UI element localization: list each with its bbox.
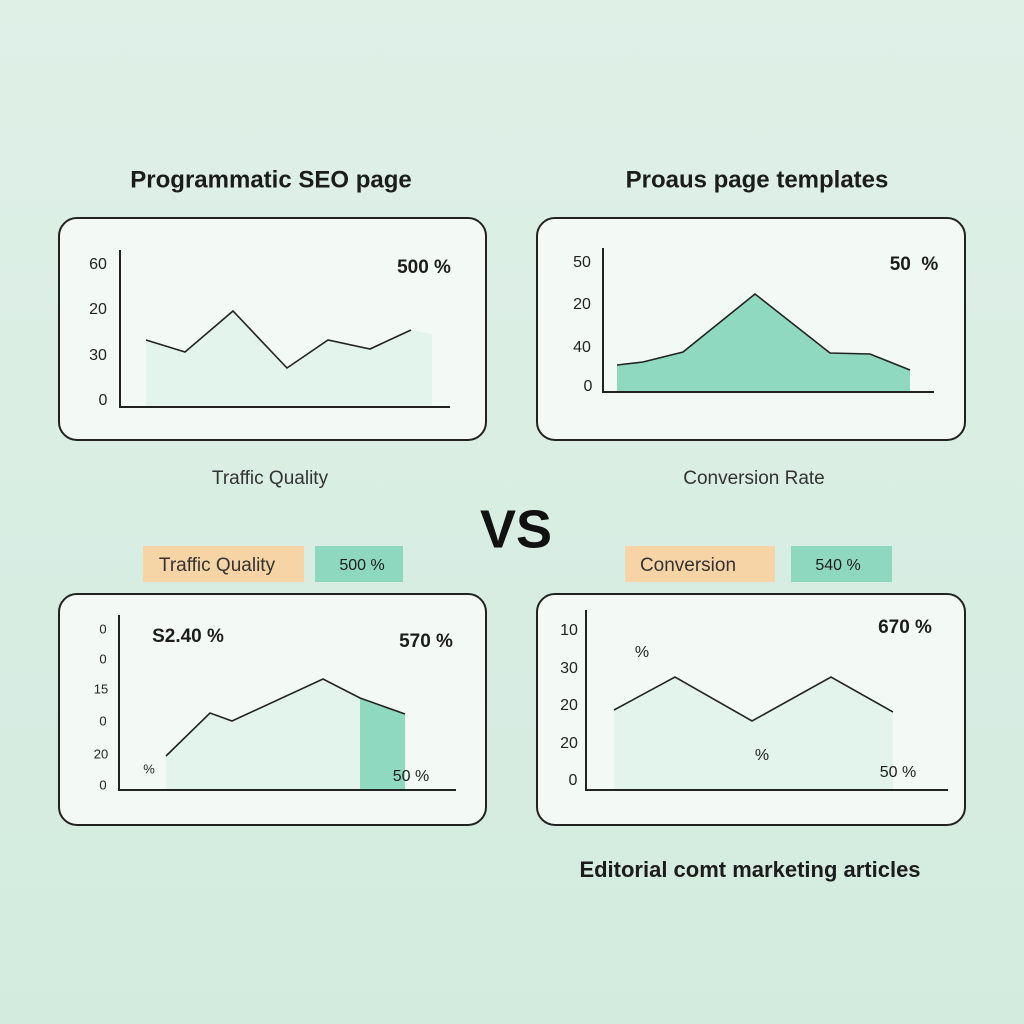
tag xyxy=(143,546,304,582)
axis xyxy=(118,615,456,791)
value-label: 500 % xyxy=(397,257,451,278)
tag xyxy=(791,546,892,582)
value-label: 50 % xyxy=(880,764,916,781)
tick-label: 10 xyxy=(560,622,578,639)
value-label: 50 % xyxy=(393,768,429,785)
tag xyxy=(315,546,403,582)
left-title: Programmatic SEO page xyxy=(130,166,411,193)
value-label: 50 % xyxy=(890,254,939,275)
line xyxy=(145,309,412,370)
axis xyxy=(585,610,948,791)
area xyxy=(146,311,432,407)
axis xyxy=(602,248,934,393)
line xyxy=(616,292,911,371)
tick-label: 40 xyxy=(573,339,591,356)
tag xyxy=(625,546,775,582)
tick-label: 20 xyxy=(573,296,591,313)
value-label: % xyxy=(755,747,769,764)
tick-label: 60 xyxy=(89,256,107,273)
tick-label: 0 xyxy=(569,772,578,789)
caption: Traffic Quality xyxy=(212,468,329,489)
vs: VS xyxy=(480,499,552,559)
right-title: Proaus page templates xyxy=(626,166,889,193)
tag-label: Conversion xyxy=(640,555,736,576)
tag-value: 500 % xyxy=(339,557,384,574)
value-label: 570 % xyxy=(399,631,453,652)
footer-title: Editorial comt marketing articles xyxy=(579,857,920,882)
area xyxy=(166,679,360,790)
tick-label: 30 xyxy=(560,660,578,677)
tick-label: 0 xyxy=(99,621,106,636)
tick-label: 0 xyxy=(584,378,593,395)
line xyxy=(613,676,894,722)
tick-label: 0 xyxy=(99,392,108,409)
area xyxy=(617,294,910,392)
tick-label: 50 xyxy=(573,254,591,271)
tick-label: 20 xyxy=(560,735,578,752)
area xyxy=(360,698,405,790)
tick-label: 20 xyxy=(94,746,108,761)
area xyxy=(614,677,893,790)
tick-label: 20 xyxy=(89,301,107,318)
tick-label: 30 xyxy=(89,347,107,364)
value-label: 670 % xyxy=(878,617,932,638)
axis xyxy=(119,250,450,408)
line xyxy=(165,678,406,757)
tick-label: 20 xyxy=(560,697,578,714)
tag-label: Traffic Quality xyxy=(159,555,276,576)
value-label: S2.40 % xyxy=(152,626,224,647)
tick-label: 0 xyxy=(99,651,106,666)
tick-label: 0 xyxy=(99,777,106,792)
value-label: % xyxy=(143,761,155,776)
tag-value: 540 % xyxy=(815,557,860,574)
tick-label: 15 xyxy=(94,681,108,696)
caption: Conversion Rate xyxy=(683,468,825,489)
tick-label: 0 xyxy=(99,713,106,728)
value-label: % xyxy=(635,644,649,661)
